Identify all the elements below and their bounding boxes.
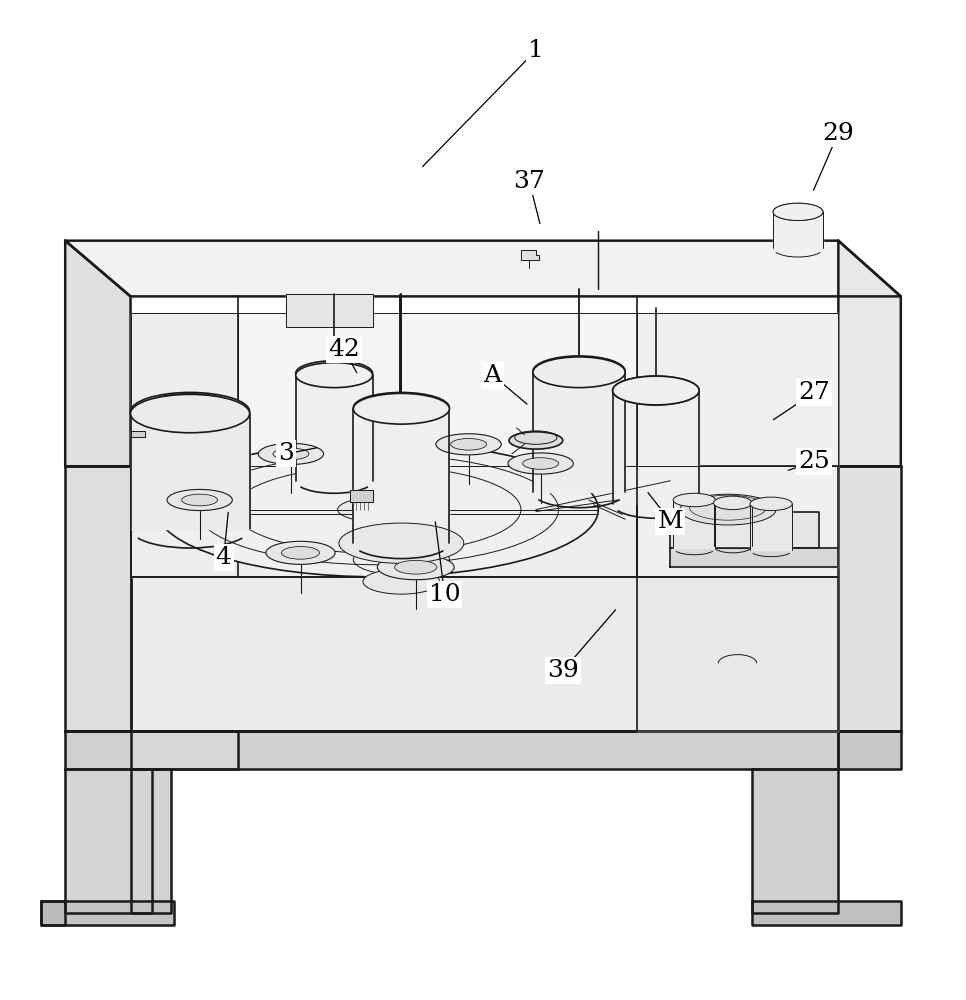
- Polygon shape: [838, 731, 900, 769]
- Ellipse shape: [281, 546, 320, 559]
- Polygon shape: [354, 409, 449, 543]
- Ellipse shape: [612, 376, 699, 405]
- Text: 37: 37: [513, 170, 545, 193]
- Ellipse shape: [612, 376, 699, 405]
- Polygon shape: [637, 466, 838, 577]
- Ellipse shape: [773, 203, 823, 221]
- Text: 1: 1: [528, 39, 544, 62]
- Ellipse shape: [167, 489, 233, 511]
- Polygon shape: [637, 313, 838, 466]
- Ellipse shape: [436, 434, 501, 455]
- Polygon shape: [130, 466, 838, 731]
- Ellipse shape: [750, 497, 792, 511]
- Polygon shape: [750, 504, 792, 550]
- Polygon shape: [670, 548, 838, 567]
- Ellipse shape: [509, 432, 563, 449]
- Ellipse shape: [363, 569, 440, 594]
- Ellipse shape: [130, 392, 249, 431]
- Ellipse shape: [523, 458, 558, 469]
- Polygon shape: [714, 503, 752, 546]
- Ellipse shape: [296, 363, 373, 388]
- Ellipse shape: [533, 356, 625, 387]
- Ellipse shape: [714, 496, 752, 510]
- Polygon shape: [66, 466, 130, 731]
- Polygon shape: [130, 466, 637, 577]
- Polygon shape: [752, 769, 838, 913]
- Ellipse shape: [363, 393, 440, 418]
- Text: 10: 10: [429, 583, 461, 606]
- Text: 42: 42: [327, 338, 359, 361]
- Ellipse shape: [508, 453, 573, 474]
- Ellipse shape: [354, 392, 449, 423]
- Ellipse shape: [378, 555, 454, 580]
- Ellipse shape: [337, 498, 417, 522]
- Ellipse shape: [450, 438, 487, 450]
- Text: M: M: [658, 510, 683, 533]
- Ellipse shape: [156, 442, 598, 577]
- Ellipse shape: [266, 541, 335, 564]
- Text: 3: 3: [278, 442, 294, 465]
- Polygon shape: [673, 500, 716, 548]
- Ellipse shape: [258, 443, 324, 464]
- Polygon shape: [130, 769, 171, 913]
- Polygon shape: [130, 431, 145, 437]
- Text: A: A: [484, 364, 501, 387]
- Polygon shape: [130, 731, 238, 769]
- Ellipse shape: [182, 494, 217, 506]
- Polygon shape: [351, 490, 373, 502]
- Polygon shape: [66, 731, 838, 769]
- Polygon shape: [238, 313, 637, 466]
- Ellipse shape: [339, 523, 464, 563]
- Ellipse shape: [533, 357, 625, 388]
- Polygon shape: [42, 901, 174, 925]
- Polygon shape: [522, 250, 539, 260]
- Text: 27: 27: [799, 381, 830, 404]
- Polygon shape: [533, 372, 625, 492]
- Polygon shape: [66, 241, 900, 296]
- Polygon shape: [838, 241, 900, 466]
- Polygon shape: [42, 901, 66, 925]
- Polygon shape: [130, 313, 238, 466]
- Polygon shape: [286, 294, 373, 327]
- Polygon shape: [838, 466, 900, 731]
- Ellipse shape: [354, 393, 449, 424]
- Text: 4: 4: [215, 546, 232, 569]
- Text: 29: 29: [822, 122, 854, 145]
- Polygon shape: [773, 212, 823, 248]
- Ellipse shape: [680, 494, 776, 525]
- Polygon shape: [612, 391, 699, 504]
- Polygon shape: [66, 769, 152, 913]
- Text: 39: 39: [547, 659, 579, 682]
- Polygon shape: [130, 466, 637, 577]
- Ellipse shape: [296, 361, 373, 386]
- Polygon shape: [296, 375, 373, 481]
- Ellipse shape: [273, 448, 309, 460]
- Text: 25: 25: [799, 450, 830, 473]
- Polygon shape: [637, 577, 838, 731]
- Ellipse shape: [130, 394, 249, 433]
- Ellipse shape: [140, 393, 240, 426]
- Polygon shape: [752, 901, 900, 925]
- Polygon shape: [66, 241, 130, 466]
- Ellipse shape: [395, 560, 437, 574]
- Ellipse shape: [773, 203, 823, 221]
- Ellipse shape: [673, 493, 716, 507]
- Polygon shape: [670, 512, 819, 548]
- Polygon shape: [130, 414, 249, 529]
